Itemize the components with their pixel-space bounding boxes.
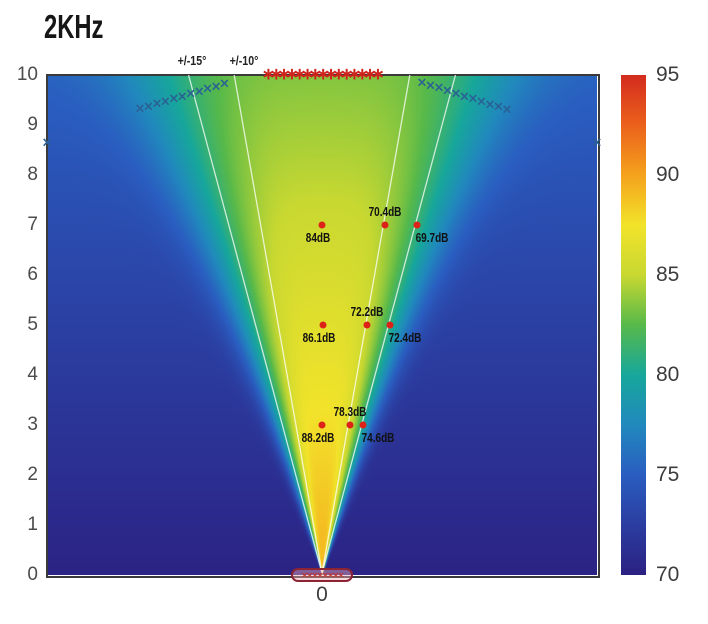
transducer-symbol [291, 568, 353, 582]
y-tick-label-6: 6 [27, 264, 38, 285]
measurement-label: 74.6dB [361, 431, 395, 445]
cone-line-15deg-left [187, 74, 323, 574]
beamwidth-x-marker: × [459, 89, 470, 104]
y-tick-label-9: 9 [27, 114, 38, 135]
source-asterisk-marker: ∗ [370, 64, 386, 85]
beamwidth-x-marker: × [416, 75, 428, 91]
measurement-dot [346, 421, 354, 429]
beamwidth-x-marker: × [210, 79, 222, 94]
angle-label-15deg: +/-15° [177, 53, 206, 68]
measurement-dot [363, 321, 371, 329]
colorbar-tick-labels: 95 90 85 80 75 70 [656, 64, 700, 586]
chart-title: 2KHz [44, 8, 104, 45]
beamwidth-x-marker: × [425, 78, 436, 94]
cone-line-10deg-left [233, 74, 323, 574]
beamwidth-x-marker: × [134, 101, 146, 117]
beamwidth-x-marker: × [501, 102, 513, 118]
heatmap-plot-area: × × × × × × × × × × × × × × × × × × × × × × ∗ ∗ ∗ ∗ ∗ ∗ ∗ ∗ ∗ ∗ ∗ ∗ ∗ ∗ ∗ × × ×… [42, 66, 602, 582]
y-tick-label-2: 2 [27, 464, 38, 485]
x-axis-tick-label: 0 [316, 583, 328, 606]
measurement-label: 70.4dB [368, 205, 402, 219]
beamwidth-x-marker: × [159, 94, 171, 109]
measurement-label: 86.1dB [302, 331, 336, 345]
beamwidth-x-marker: × [142, 99, 154, 114]
measurement-label: 88.2dB [301, 431, 335, 445]
beamwidth-x-marker: × [476, 94, 487, 110]
measurement-dot [413, 221, 421, 229]
beamwidth-x-marker: × [433, 80, 445, 96]
beamwidth-x-marker: × [185, 86, 197, 102]
colorbar-tick-label-70: 70 [656, 563, 680, 586]
colorbar-tick-label-80: 80 [656, 363, 680, 386]
y-axis-tick-labels: 0 1 2 3 4 5 6 7 8 9 10 [0, 65, 38, 585]
colorbar-tick-label-85: 85 [656, 263, 680, 286]
y-tick-label-3: 3 [27, 414, 38, 435]
y-tick-label-10: 10 [16, 64, 38, 85]
beamwidth-x-marker: × [493, 99, 504, 115]
measurement-dot [381, 221, 389, 229]
y-tick-label-7: 7 [27, 214, 38, 235]
y-tick-label-0: 0 [27, 564, 38, 585]
colorbar-tick-label-90: 90 [656, 163, 680, 186]
measurement-dot [318, 221, 326, 229]
colorbar-tick-label-95: 95 [656, 63, 680, 86]
measurement-label: 78.3dB [333, 405, 367, 419]
beamwidth-x-marker: × [151, 96, 163, 112]
beamwidth-x-marker: × [450, 86, 462, 102]
colorbar [621, 75, 646, 575]
beamwidth-x-marker: × [193, 84, 205, 99]
measurement-dot [386, 321, 394, 329]
y-tick-label-4: 4 [27, 364, 38, 385]
edge-x-marker: × [591, 135, 603, 151]
y-tick-label-1: 1 [27, 514, 38, 535]
measurement-dot [319, 321, 327, 329]
measurement-label: 84dB [305, 231, 331, 245]
measurement-label: 72.2dB [350, 305, 384, 319]
y-tick-label-8: 8 [27, 164, 38, 185]
beamwidth-x-marker: × [442, 83, 453, 99]
measurement-dot [318, 421, 326, 429]
beamwidth-x-marker: × [467, 91, 479, 107]
edge-x-marker: × [41, 135, 53, 151]
measurement-label: 69.7dB [415, 231, 449, 245]
measurement-label: 72.4dB [388, 331, 422, 345]
beamwidth-x-marker: × [168, 91, 180, 107]
measurement-dot [359, 421, 367, 429]
beamwidth-x-marker: × [484, 97, 496, 113]
beamwidth-x-marker: × [202, 81, 214, 97]
beamwidth-x-marker: × [219, 76, 230, 92]
beam-lines-svg [187, 74, 457, 582]
beamwidth-x-marker: × [176, 89, 188, 104]
y-tick-label-5: 5 [27, 314, 38, 335]
angle-label-10deg: +/-10° [229, 53, 259, 68]
colorbar-tick-label-75: 75 [656, 463, 680, 486]
transducer-x-markers: ×××××××× [301, 570, 344, 580]
